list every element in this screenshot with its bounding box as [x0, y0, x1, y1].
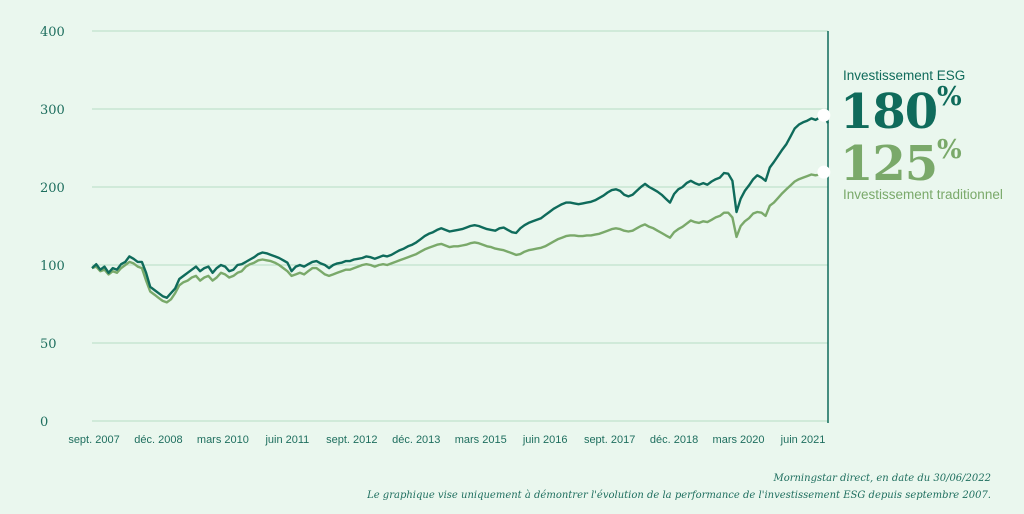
x-tick-label: sept. 2007: [68, 434, 119, 446]
y-tick-label: 300: [40, 103, 65, 118]
disclaimer-note: Le graphique vise uniquement à démontrer…: [367, 490, 991, 501]
series-line-traditional: [91, 168, 829, 304]
x-tick-label: déc. 2013: [392, 434, 440, 446]
traditional-return-value: 125: [840, 136, 938, 192]
x-tick-label: sept. 2012: [326, 434, 377, 446]
y-tick-label: 0: [40, 415, 48, 430]
x-tick-label: sept. 2017: [584, 434, 635, 446]
y-axis-ticks: 400 300 200 100 50 0: [40, 25, 65, 430]
series-line-esg: [91, 114, 830, 299]
x-tick-label: juin 2011: [264, 434, 309, 446]
x-tick-label: juin 2016: [522, 434, 568, 446]
esg-return-value: 180: [840, 84, 938, 140]
x-tick-label: juin 2021: [780, 434, 826, 446]
x-tick-label: déc. 2018: [650, 434, 698, 446]
traditional-return-unit: %: [937, 135, 962, 165]
traditional-series-label: Investissement traditionnel: [843, 187, 1003, 202]
y-tick-label: 50: [40, 337, 57, 352]
y-tick-label: 400: [40, 25, 65, 40]
traditional-end-marker: [817, 165, 831, 179]
grid-lines: [92, 30, 828, 422]
x-tick-label: mars 2015: [455, 434, 507, 446]
esg-series-label: Investissement ESG: [843, 68, 966, 83]
esg-return-unit: %: [937, 82, 962, 112]
x-tick-label: mars 2020: [713, 434, 765, 446]
x-axis-ticks: sept. 2007 déc. 2008 mars 2010 juin 2011 sep…: [68, 434, 825, 446]
y-tick-label: 100: [40, 259, 65, 274]
x-tick-label: mars 2010: [197, 434, 249, 446]
x-tick-label: déc. 2008: [134, 434, 182, 446]
source-note: Morningstar direct, en date du 30/06/202…: [773, 473, 991, 484]
y-tick-label: 200: [40, 181, 65, 196]
esg-end-marker: [817, 108, 831, 122]
